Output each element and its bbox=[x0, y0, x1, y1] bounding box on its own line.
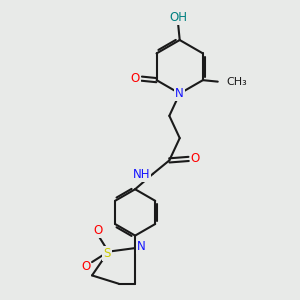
Text: O: O bbox=[81, 260, 90, 273]
Text: NH: NH bbox=[133, 168, 150, 181]
Text: N: N bbox=[137, 240, 146, 253]
Text: OH: OH bbox=[169, 11, 187, 24]
Text: S: S bbox=[103, 247, 111, 260]
Text: O: O bbox=[93, 224, 103, 237]
Text: CH₃: CH₃ bbox=[227, 76, 248, 87]
Text: O: O bbox=[130, 72, 140, 85]
Text: N: N bbox=[175, 87, 184, 100]
Text: O: O bbox=[190, 152, 200, 165]
